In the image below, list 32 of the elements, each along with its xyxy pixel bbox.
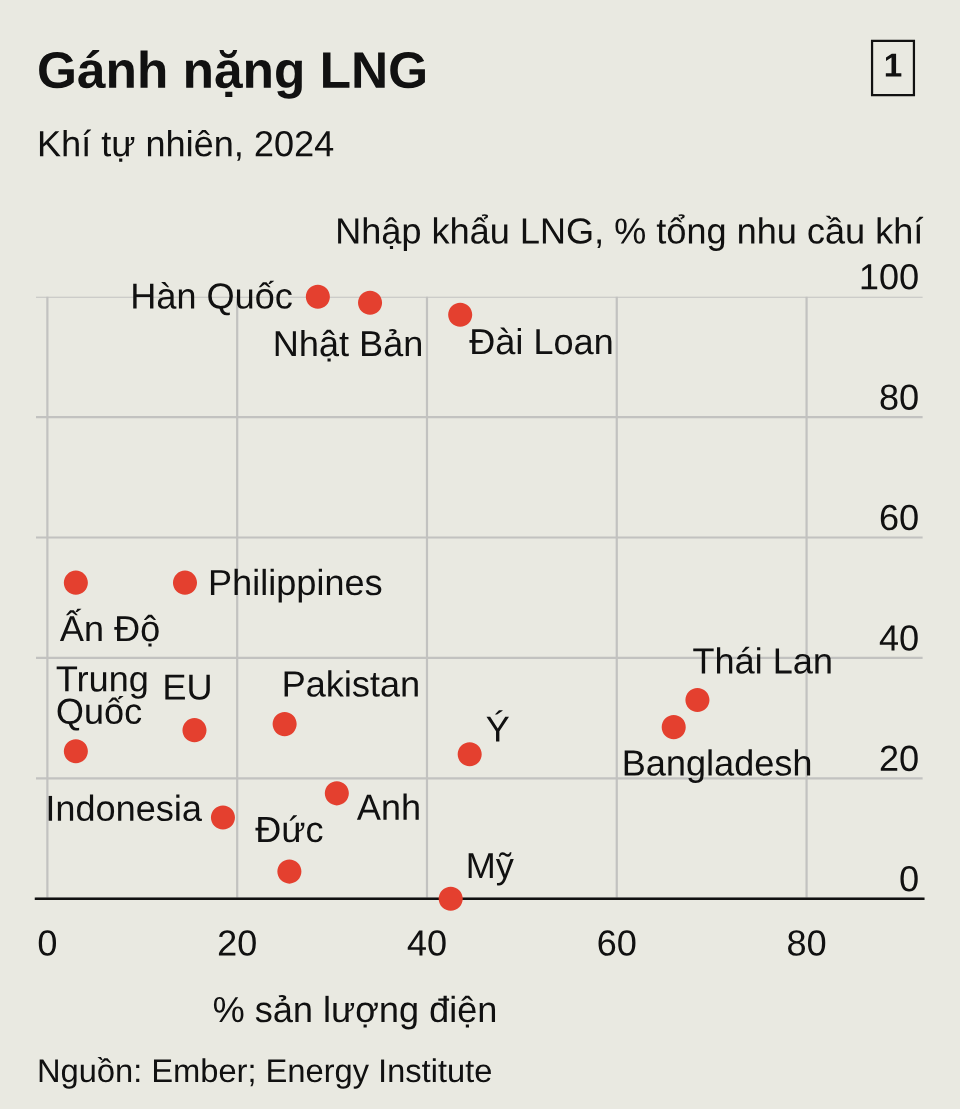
x-tick-label: 80 — [788, 930, 826, 956]
y-tick-label: 0 — [900, 865, 918, 892]
annotation: Ý — [486, 710, 509, 742]
x-tick-label: 60 — [598, 930, 636, 956]
annotation: Đài Loan — [469, 327, 612, 355]
y-tick-label: 20 — [880, 745, 918, 772]
y-tick-label: 40 — [879, 625, 918, 651]
annotation: Hàn Quốc — [133, 280, 292, 316]
text: 1 — [885, 53, 902, 77]
annotation: Philippines — [210, 568, 382, 603]
annotation: Đức — [255, 815, 323, 843]
x-axis-title: % sản lượng điện — [213, 995, 496, 1030]
annotation: Thái Lan — [693, 646, 831, 674]
annotation: Nhật Bản — [275, 329, 421, 362]
x-tick-label: 0 — [38, 930, 57, 956]
chart-title: Gánh nặng LNG — [39, 50, 425, 99]
x-tick-label: 40 — [407, 930, 446, 956]
annotation: Indonesia — [48, 794, 202, 822]
annotation: Ấn Độ — [59, 608, 159, 647]
annotation: Bangladesh — [624, 749, 811, 783]
annotation: Pakistan — [284, 670, 418, 697]
y-tick-label: 100 — [861, 263, 918, 290]
x-tick-label: 20 — [218, 930, 256, 956]
annotation: Mỹ — [468, 852, 514, 886]
text: Nguồn: Ember; Energy Institute — [39, 1056, 491, 1089]
y-tick-label: 60 — [880, 504, 918, 531]
y-tick-label: 80 — [880, 384, 918, 410]
y-axis-title: Nhập khẩu LNG, % tổng nhu cầu khí — [338, 214, 924, 251]
annotation: EU — [165, 674, 210, 700]
chart-subtitle: Khí tự nhiên, 2024 — [39, 129, 334, 162]
annotation: Trung Quốc — [56, 666, 147, 731]
annotation: Anh — [356, 793, 419, 820]
